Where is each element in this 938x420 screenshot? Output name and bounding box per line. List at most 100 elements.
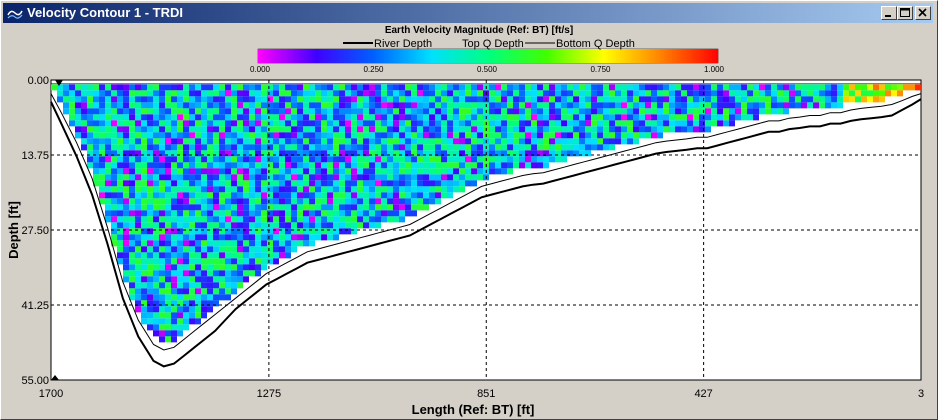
velocity-cell bbox=[567, 108, 573, 115]
velocity-cell bbox=[537, 150, 543, 157]
velocity-cell bbox=[297, 180, 303, 187]
velocity-cell bbox=[471, 180, 477, 187]
velocity-cell bbox=[189, 270, 195, 277]
velocity-cell bbox=[399, 108, 405, 115]
velocity-cell bbox=[315, 102, 321, 109]
velocity-cell bbox=[273, 216, 279, 223]
velocity-cell bbox=[597, 114, 603, 121]
velocity-cell bbox=[171, 264, 177, 271]
velocity-cell bbox=[105, 84, 111, 91]
velocity-cell bbox=[429, 132, 435, 139]
velocity-cell bbox=[279, 186, 285, 193]
velocity-cell bbox=[663, 120, 669, 127]
velocity-cell bbox=[411, 198, 417, 205]
velocity-cell bbox=[441, 156, 447, 163]
velocity-cell bbox=[243, 174, 249, 181]
velocity-cell bbox=[519, 156, 525, 163]
velocity-cell bbox=[855, 84, 861, 91]
velocity-cell bbox=[261, 246, 267, 253]
velocity-cell bbox=[339, 90, 345, 97]
velocity-cell bbox=[345, 210, 351, 217]
close-button[interactable] bbox=[915, 6, 931, 20]
maximize-button[interactable] bbox=[897, 6, 913, 20]
colorbar-segment bbox=[656, 49, 659, 63]
velocity-cell bbox=[165, 192, 171, 199]
velocity-cell bbox=[645, 96, 651, 103]
velocity-cell bbox=[225, 156, 231, 163]
velocity-cell bbox=[147, 210, 153, 217]
velocity-cell bbox=[123, 204, 129, 211]
colorbar-segment bbox=[662, 49, 665, 63]
velocity-cell bbox=[339, 162, 345, 169]
velocity-cell bbox=[309, 198, 315, 205]
velocity-cell bbox=[333, 228, 339, 235]
colorbar-segment bbox=[376, 49, 379, 63]
velocity-cell bbox=[537, 114, 543, 121]
velocity-cell bbox=[165, 126, 171, 133]
velocity-cell bbox=[597, 96, 603, 103]
velocity-cell bbox=[189, 282, 195, 289]
velocity-cell bbox=[219, 108, 225, 115]
velocity-cell bbox=[225, 210, 231, 217]
velocity-cell bbox=[207, 102, 213, 109]
velocity-cell bbox=[723, 84, 729, 91]
velocity-cell bbox=[285, 174, 291, 181]
velocity-cell bbox=[693, 114, 699, 121]
velocity-cell bbox=[153, 150, 159, 157]
velocity-cell bbox=[477, 174, 483, 181]
velocity-cell bbox=[129, 240, 135, 247]
velocity-cell bbox=[741, 108, 747, 115]
velocity-cell bbox=[147, 258, 153, 265]
colorbar-tick-label: 1.000 bbox=[704, 65, 725, 74]
velocity-cell bbox=[333, 108, 339, 115]
velocity-cell bbox=[309, 180, 315, 187]
velocity-cell bbox=[525, 114, 531, 121]
velocity-cell bbox=[225, 282, 231, 289]
velocity-cell bbox=[831, 90, 837, 97]
velocity-cell bbox=[561, 126, 567, 133]
velocity-cell bbox=[243, 162, 249, 169]
velocity-cell bbox=[111, 234, 117, 241]
velocity-cell bbox=[105, 156, 111, 163]
velocity-cell bbox=[261, 234, 267, 241]
velocity-cell bbox=[531, 144, 537, 151]
minimize-button[interactable] bbox=[881, 6, 897, 20]
colorbar-segment bbox=[458, 49, 461, 63]
velocity-cell bbox=[111, 144, 117, 151]
velocity-cell bbox=[147, 96, 153, 103]
velocity-cell bbox=[681, 84, 687, 91]
velocity-cell bbox=[201, 126, 207, 133]
velocity-cell bbox=[453, 108, 459, 115]
velocity-cell bbox=[111, 126, 117, 133]
velocity-cell bbox=[261, 174, 267, 181]
velocity-cell bbox=[693, 84, 699, 91]
velocity-cell bbox=[705, 84, 711, 91]
colorbar-segment bbox=[274, 49, 277, 63]
velocity-cell bbox=[129, 276, 135, 283]
velocity-cell bbox=[93, 114, 99, 121]
velocity-cell bbox=[93, 120, 99, 127]
velocity-cell bbox=[273, 240, 279, 247]
title-bar[interactable]: Velocity Contour 1 - TRDI bbox=[3, 3, 933, 23]
velocity-cell bbox=[813, 84, 819, 91]
velocity-cell bbox=[171, 216, 177, 223]
velocity-cell bbox=[465, 180, 471, 187]
velocity-cell bbox=[285, 204, 291, 211]
colorbar-segment bbox=[482, 49, 485, 63]
velocity-cell bbox=[711, 84, 717, 91]
velocity-cell bbox=[273, 192, 279, 199]
velocity-cell bbox=[159, 198, 165, 205]
velocity-cell bbox=[219, 156, 225, 163]
velocity-cell bbox=[105, 144, 111, 151]
velocity-cell bbox=[807, 90, 813, 97]
velocity-cell bbox=[381, 96, 387, 103]
velocity-cell bbox=[693, 108, 699, 115]
velocity-cell bbox=[285, 96, 291, 103]
velocity-cell bbox=[177, 96, 183, 103]
velocity-cell bbox=[309, 210, 315, 217]
velocity-cell bbox=[309, 186, 315, 193]
velocity-cell bbox=[345, 156, 351, 163]
colorbar-segment bbox=[564, 49, 567, 63]
colorbar-segment bbox=[688, 49, 691, 63]
velocity-cell bbox=[273, 180, 279, 187]
